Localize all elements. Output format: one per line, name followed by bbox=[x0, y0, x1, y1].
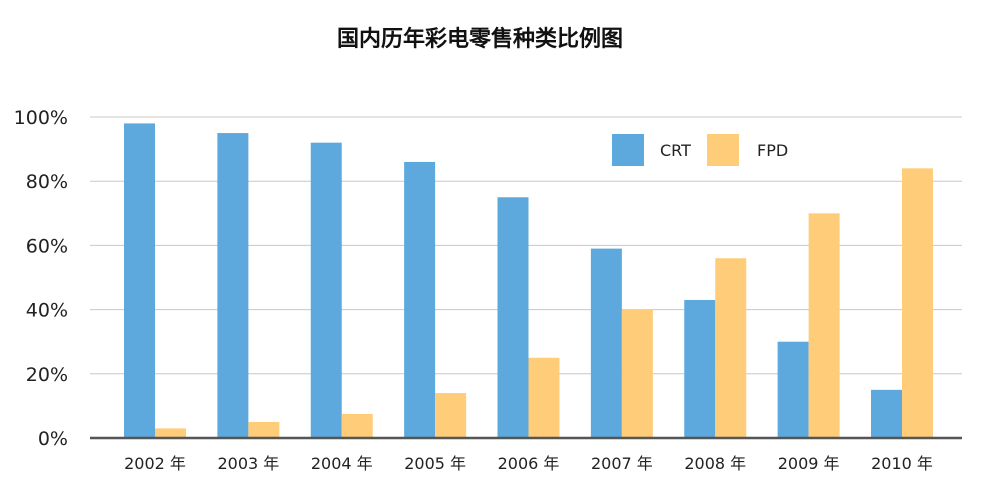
x-tick-label: 2004 年 bbox=[311, 454, 373, 473]
bars bbox=[124, 123, 933, 439]
y-tick-label: 20% bbox=[26, 364, 68, 386]
legend-label-crt: CRT bbox=[660, 141, 691, 160]
x-tick-label: 2002 年 bbox=[124, 454, 186, 473]
bar-fpd-2 bbox=[248, 421, 280, 438]
x-tick-label: 2003 年 bbox=[217, 454, 279, 473]
bar-crt-9 bbox=[871, 389, 902, 438]
x-tick-label: 2005 年 bbox=[404, 454, 466, 473]
bar-crt-8 bbox=[777, 341, 809, 438]
legend: CRT FPD bbox=[612, 134, 788, 166]
legend-swatch-fpd bbox=[707, 134, 739, 166]
bar-crt-2 bbox=[217, 133, 249, 439]
bar-crt-7 bbox=[684, 299, 716, 438]
chart-title: 国内历年彩电零售种类比例图 bbox=[337, 26, 623, 52]
bar-crt-5 bbox=[497, 197, 529, 438]
bar-fpd-7 bbox=[715, 258, 747, 438]
x-tick-label: 2010 年 bbox=[871, 454, 933, 473]
bar-fpd-8 bbox=[808, 213, 840, 438]
y-tick-label: 40% bbox=[26, 300, 68, 322]
bar-crt-3 bbox=[310, 142, 342, 438]
bar-crt-6 bbox=[590, 248, 622, 438]
bar-fpd-6 bbox=[621, 309, 653, 438]
x-axis-labels: 2002 年 2003 年 2004 年 2005 年 2006 年 2007 年 2008… bbox=[124, 454, 933, 473]
x-tick-label: 2006 年 bbox=[498, 454, 560, 473]
bar-fpd-1 bbox=[155, 428, 186, 438]
y-tick-label: 80% bbox=[26, 171, 68, 193]
bar-crt-1 bbox=[124, 123, 155, 439]
bar-fpd-4 bbox=[435, 393, 467, 438]
legend-swatch-crt bbox=[612, 134, 644, 166]
bar-crt-4 bbox=[404, 161, 436, 438]
x-tick-label: 2009 年 bbox=[778, 454, 840, 473]
y-tick-label: 0% bbox=[38, 428, 68, 450]
y-tick-label: 100% bbox=[14, 107, 68, 129]
y-tick-label: 60% bbox=[26, 235, 68, 257]
x-tick-label: 2007 年 bbox=[591, 454, 653, 473]
bar-fpd-5 bbox=[528, 357, 560, 438]
legend-label-fpd: FPD bbox=[757, 141, 788, 160]
x-tick-label: 2008 年 bbox=[684, 454, 746, 473]
y-axis-ticks: 0% 20% 40% 60% 80% 100% bbox=[14, 107, 68, 450]
bar-fpd-9 bbox=[902, 168, 933, 439]
bar-fpd-3 bbox=[341, 413, 373, 438]
